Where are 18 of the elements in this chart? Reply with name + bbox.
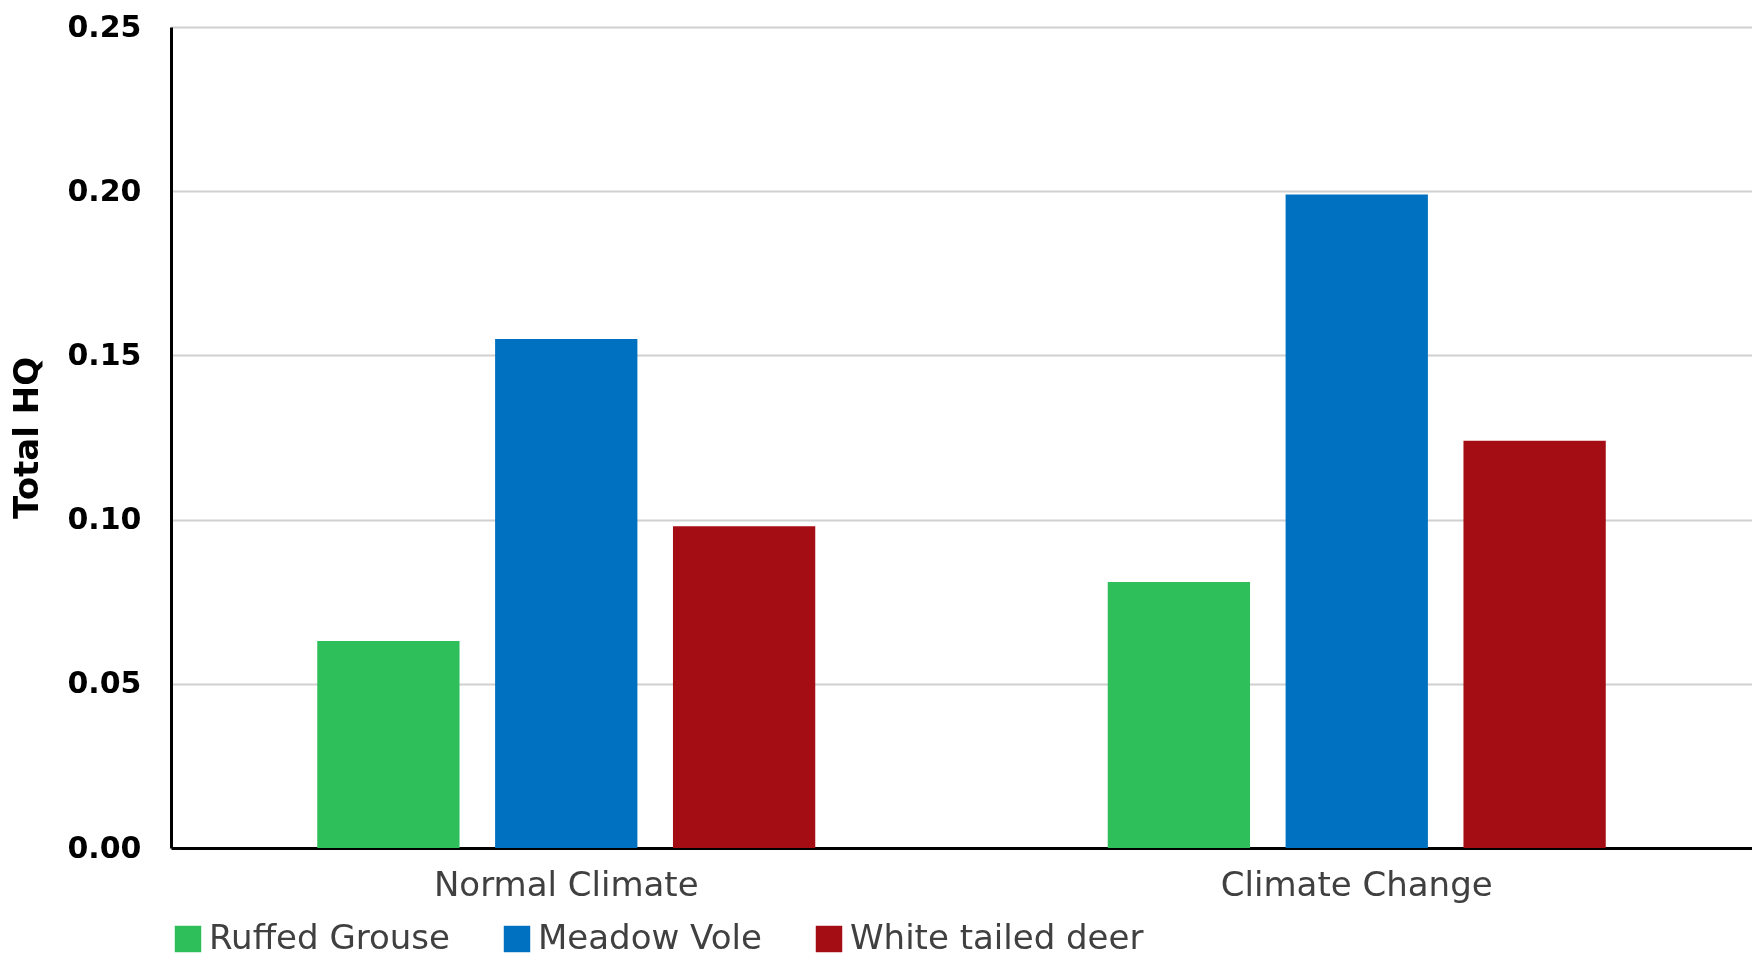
bar bbox=[672, 526, 816, 848]
x-tick-label: Normal Climate bbox=[433, 863, 699, 904]
bar bbox=[317, 641, 460, 848]
y-tick-label: 0.05 bbox=[67, 665, 142, 701]
bar bbox=[1107, 582, 1251, 848]
legend-label: Meadow Vole bbox=[538, 917, 762, 957]
y-tick-label: 0.10 bbox=[67, 501, 142, 537]
y-axis-title: Total HQ bbox=[6, 356, 47, 520]
y-tick-label: 0.25 bbox=[67, 8, 142, 44]
bar bbox=[495, 338, 638, 848]
y-tick-label: 0.15 bbox=[67, 336, 142, 372]
x-tick-label: Climate Change bbox=[1220, 863, 1493, 904]
legend-label: White tailed deer bbox=[850, 917, 1144, 957]
bar bbox=[1463, 440, 1606, 848]
y-tick-label: 0.00 bbox=[67, 829, 142, 865]
y-tick-label: 0.20 bbox=[67, 172, 142, 208]
bar bbox=[1285, 194, 1428, 848]
legend-label: Ruffed Grouse bbox=[209, 917, 450, 957]
